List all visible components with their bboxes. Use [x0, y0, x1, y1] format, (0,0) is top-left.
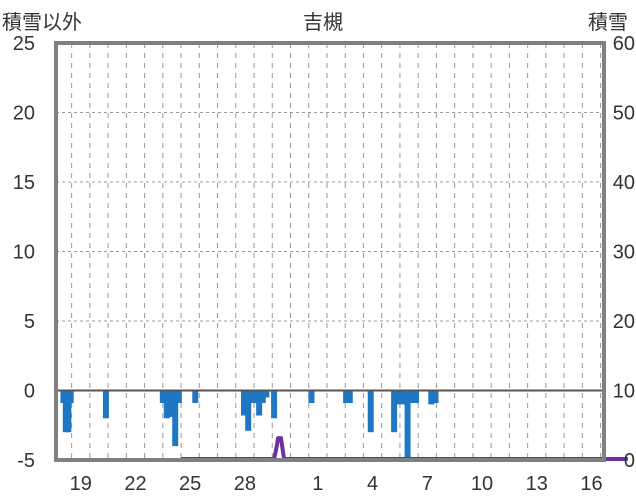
right-tick-label: 50 — [613, 103, 635, 125]
data-bar — [394, 390, 401, 405]
data-bar — [245, 390, 252, 431]
x-tick-label: 25 — [179, 473, 201, 495]
x-tick-label: 19 — [70, 473, 92, 495]
x-tick-label: 28 — [234, 473, 256, 495]
left-tick-label: 5 — [24, 311, 35, 333]
data-bar — [367, 390, 374, 433]
data-bar — [404, 390, 411, 459]
data-bar — [248, 390, 255, 404]
data-bar — [256, 390, 263, 416]
data-bar — [102, 390, 109, 419]
data-bar — [168, 390, 175, 417]
data-bar — [308, 390, 315, 404]
right-tick-label: 10 — [613, 381, 635, 403]
data-bar — [343, 390, 350, 404]
right-tick-label: 60 — [613, 33, 635, 55]
data-bar — [428, 390, 435, 405]
data-bar — [175, 390, 182, 404]
data-bar — [408, 390, 415, 404]
data-bar — [391, 390, 398, 433]
data-bar — [67, 390, 74, 404]
snow-depth-line — [181, 436, 628, 461]
data-bar — [252, 390, 259, 404]
data-bar — [192, 390, 199, 404]
left-axis-title: 積雪以外 — [2, 10, 82, 34]
right-tick-label: 30 — [613, 242, 635, 264]
data-bar — [346, 390, 353, 404]
data-bar — [172, 390, 179, 447]
plot-background — [56, 43, 604, 460]
data-bar — [159, 390, 166, 404]
left-tick-label: 25 — [13, 33, 35, 55]
x-tick-label: 13 — [526, 473, 548, 495]
right-tick-label: 0 — [624, 450, 635, 472]
x-tick-label: 22 — [124, 473, 146, 495]
right-tick-label: 20 — [613, 311, 635, 333]
right-tick-label: 40 — [613, 172, 635, 194]
data-bar — [240, 390, 247, 416]
plot-frame — [54, 41, 606, 462]
left-tick-label: 20 — [13, 103, 35, 125]
left-tick-label: 10 — [13, 242, 35, 264]
data-bar — [399, 390, 406, 405]
data-bar — [163, 390, 170, 419]
data-bar — [432, 390, 439, 404]
data-bar — [271, 390, 278, 419]
left-tick-label: 0 — [24, 381, 35, 403]
data-bar — [412, 390, 419, 404]
x-tick-label: 16 — [580, 473, 602, 495]
x-tick-label: 10 — [471, 473, 493, 495]
data-bar — [259, 390, 266, 404]
data-bar — [263, 390, 270, 398]
x-tick-label: 7 — [422, 473, 433, 495]
left-tick-label: -5 — [17, 450, 35, 472]
chart-title: 吉槻 — [303, 10, 343, 34]
right-axis-title: 積雪 — [588, 10, 628, 34]
x-tick-label: 1 — [312, 473, 323, 495]
x-tick-label: 4 — [367, 473, 378, 495]
left-tick-label: 15 — [13, 172, 35, 194]
data-bar — [65, 390, 72, 433]
